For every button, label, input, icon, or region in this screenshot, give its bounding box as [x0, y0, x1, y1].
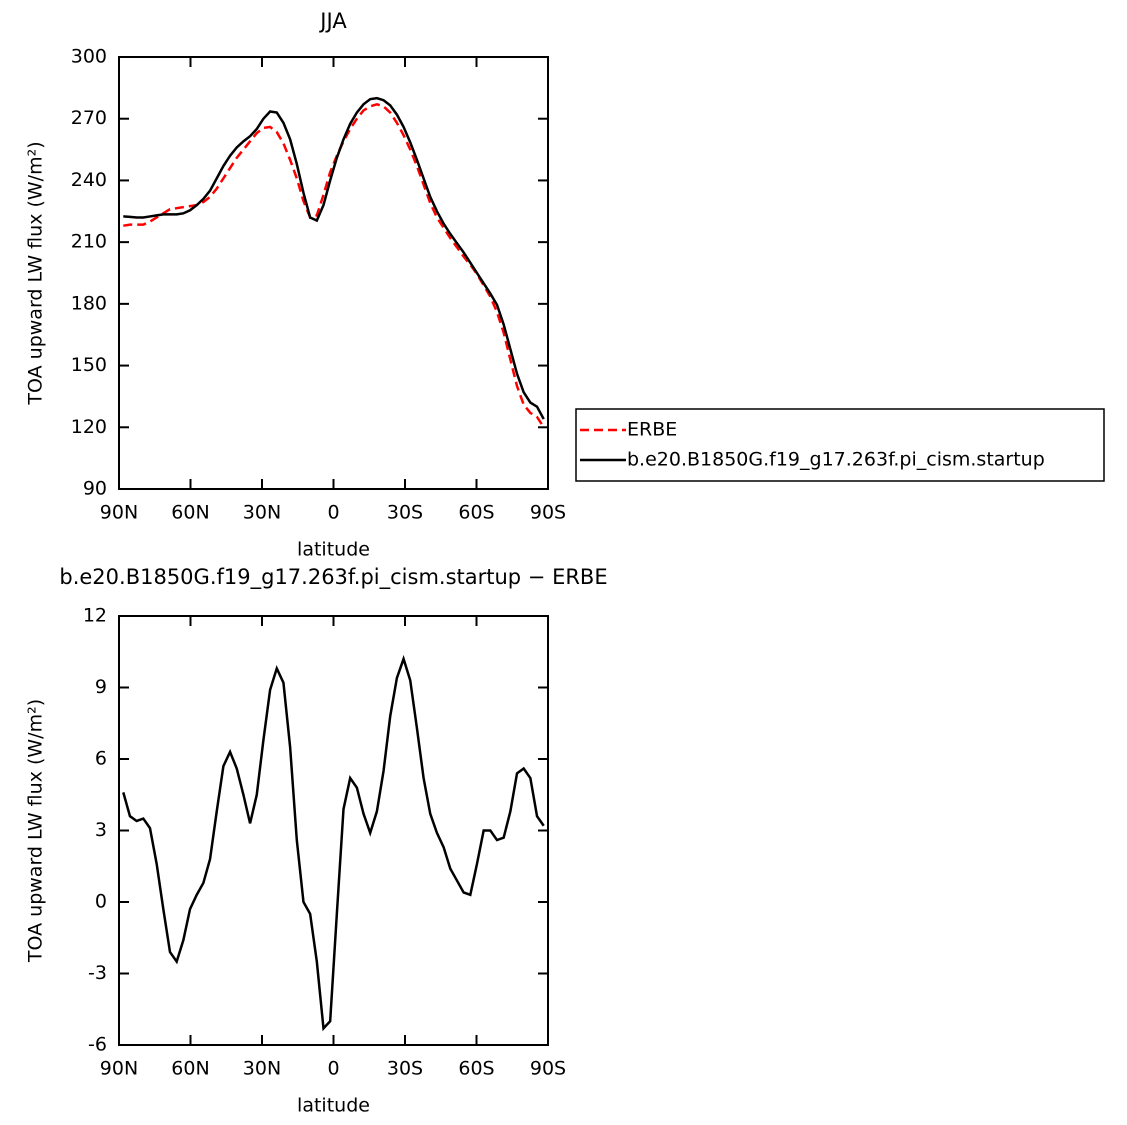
data-line: [123, 103, 545, 428]
x-tick-label: 60N: [171, 1058, 209, 1080]
y-tick-label: 12: [83, 605, 107, 627]
y-tick-label: -3: [88, 962, 107, 984]
x-tick-label: 60N: [171, 502, 209, 524]
y-tick-label: 90: [83, 478, 107, 500]
x-tick-label: 30N: [243, 502, 281, 524]
y-tick-label: 3: [95, 819, 107, 841]
plot-frame: [118, 56, 549, 490]
chart-title: JJA: [318, 9, 347, 33]
x-tick-label: 0: [327, 1058, 339, 1080]
x-tick-label: 0: [327, 502, 339, 524]
x-tick-label: 90S: [530, 1058, 566, 1080]
x-tick-label: 60S: [458, 502, 494, 524]
x-tick-label: 60S: [458, 1058, 494, 1080]
y-tick-label: 210: [71, 231, 107, 253]
y-tick-label: 9: [95, 676, 107, 698]
x-axis-label: latitude: [297, 1095, 370, 1117]
y-axis-label: TOA upward LW flux (W/m²): [25, 699, 47, 963]
x-tick-label: 90N: [100, 1058, 138, 1080]
y-tick-label: -6: [88, 1034, 107, 1056]
y-tick-label: 150: [71, 354, 107, 376]
x-tick-label: 90S: [530, 502, 566, 524]
chart-title: b.e20.B1850G.f19_g17.263f.pi_cism.startu…: [59, 565, 607, 590]
data-line: [123, 96, 545, 420]
x-tick-label: 30S: [387, 1058, 423, 1080]
x-tick-label: 30S: [387, 502, 423, 524]
y-tick-label: 180: [71, 292, 107, 314]
x-tick-label: 30N: [243, 1058, 281, 1080]
legend-label: b.e20.B1850G.f19_g17.263f.pi_cism.startu…: [627, 449, 1045, 471]
y-axis-label: TOA upward LW flux (W/m²): [25, 141, 47, 405]
y-tick-label: 270: [71, 107, 107, 129]
x-tick-label: 90N: [100, 502, 138, 524]
y-tick-label: 300: [71, 46, 107, 68]
y-tick-label: 0: [95, 891, 107, 913]
legend-box: [575, 408, 1105, 482]
legend-label: ERBE: [627, 419, 677, 441]
x-axis-label: latitude: [297, 539, 370, 561]
y-tick-label: 240: [71, 169, 107, 191]
y-tick-label: 6: [95, 748, 107, 770]
data-line: [122, 654, 545, 1032]
y-tick-label: 120: [71, 416, 107, 438]
